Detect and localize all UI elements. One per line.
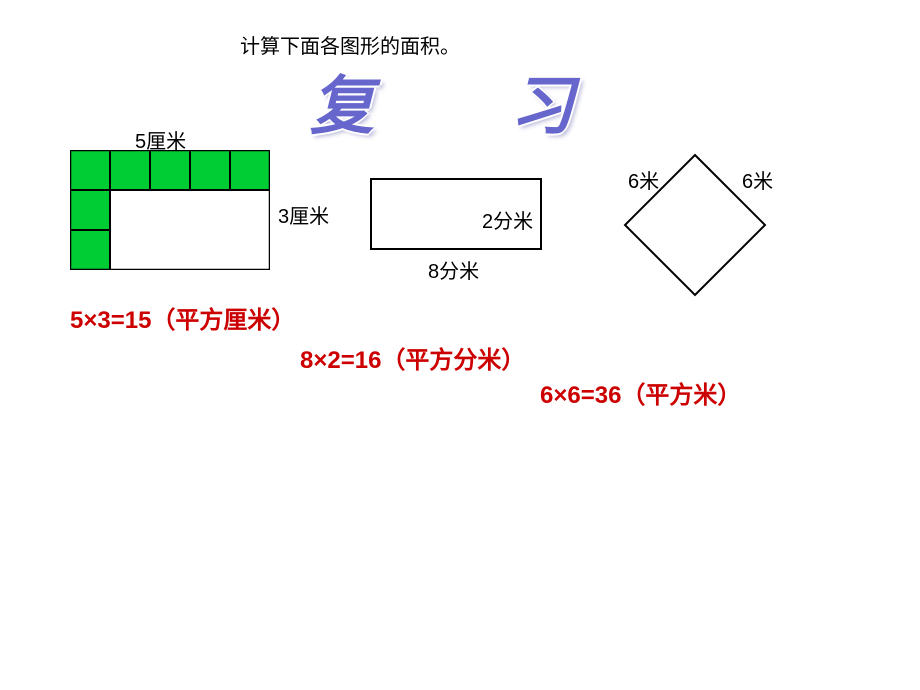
shape3-right-label: 6米 — [742, 165, 773, 194]
shape2-bottom-label: 8分米 — [428, 255, 479, 284]
shape2-answer: 8×2=16（平方分米） — [300, 340, 525, 375]
page-title: 复 习 — [310, 55, 634, 147]
shape1-top-label: 5厘米 — [135, 125, 186, 154]
shape3-left-label: 6米 — [628, 165, 659, 194]
shape2-right-label: 2分米 — [482, 205, 533, 234]
shape3-answer: 6×6=36（平方米） — [540, 375, 741, 410]
shape1-answer: 5×3=15（平方厘米） — [70, 300, 295, 335]
shape1-right-label: 3厘米 — [278, 200, 329, 229]
shape1-rectangle-grid — [70, 150, 270, 270]
